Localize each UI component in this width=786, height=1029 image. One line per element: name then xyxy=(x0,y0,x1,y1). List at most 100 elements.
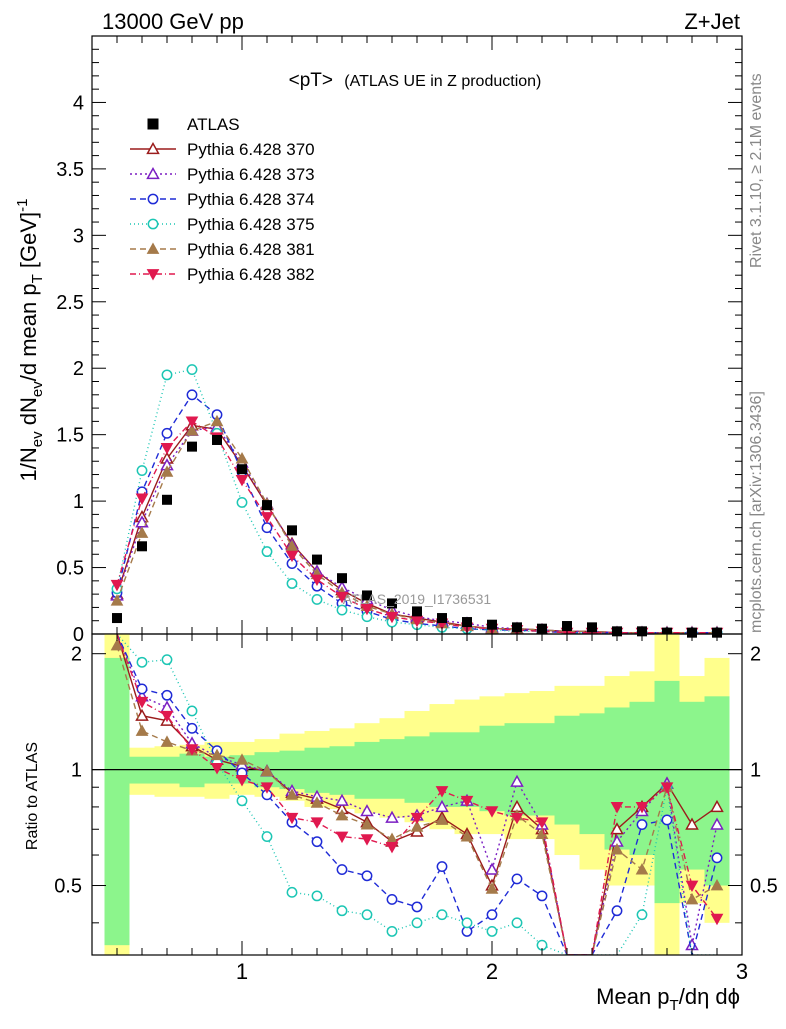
svg-text:1/Nev dNev/d mean pT [GeV]-1: 1/Nev dNev/d mean pT [GeV]-1 xyxy=(14,199,46,482)
ratio-point xyxy=(160,700,174,713)
legend-label: Pythia 6.428 374 xyxy=(187,190,315,209)
legend-label: Pythia 6.428 381 xyxy=(187,240,315,259)
ratio-point xyxy=(685,817,699,830)
ratio-point xyxy=(436,861,448,872)
ratio-point xyxy=(161,654,173,666)
y-tick-label-main: 0 xyxy=(73,624,84,646)
legend-label: Pythia 6.428 370 xyxy=(187,140,315,159)
series-point xyxy=(110,579,124,592)
ratio-point xyxy=(360,818,374,830)
atlas-data-point xyxy=(212,434,222,445)
ratio-point xyxy=(310,796,324,808)
ratio-point xyxy=(136,683,148,695)
ratio-point xyxy=(435,813,449,825)
ratio-point xyxy=(161,689,173,701)
rivet-version-label: Rivet 3.1.10, ≥ 2.1M events xyxy=(748,73,765,268)
series-point xyxy=(285,539,299,552)
band-green-bin xyxy=(354,741,380,799)
ratio-point xyxy=(711,852,723,864)
ratio-point xyxy=(260,782,274,794)
ratio-point xyxy=(710,878,724,891)
atlas-data-point xyxy=(312,554,322,565)
legend: ATLAS Pythia 6.428 370 Pythia 6.428 373 Pyt… xyxy=(130,115,315,284)
ratio-point xyxy=(260,764,274,777)
ratio-point xyxy=(411,917,423,929)
legend-marker xyxy=(146,242,160,254)
atlas-data-points xyxy=(112,434,722,638)
series-point xyxy=(310,574,324,587)
legend-marker xyxy=(146,166,160,180)
legend-marker xyxy=(147,193,159,205)
legend-marker xyxy=(147,218,159,230)
ratio-point xyxy=(386,925,398,937)
y-tick-label-main: 1 xyxy=(73,491,84,513)
ratio-point xyxy=(385,810,399,823)
ratio-point xyxy=(661,814,673,826)
series-point xyxy=(135,493,149,505)
series-point xyxy=(186,364,198,375)
band-green-bin xyxy=(379,739,405,799)
ratio-y-tick-label-right: 2 xyxy=(750,644,761,666)
ratio-point xyxy=(485,862,499,875)
ratio-point xyxy=(311,836,323,848)
series-point xyxy=(236,497,248,508)
legend-entry: Pythia 6.428 381 xyxy=(130,240,315,259)
ratio-point xyxy=(210,763,224,775)
series-point xyxy=(185,424,199,436)
analysis-watermark: ATLAS_2019_I1736531 xyxy=(343,591,492,607)
x-tick-label: 2 xyxy=(486,959,498,984)
y-axis-label-ratio: Ratio to ATLAS xyxy=(24,742,41,850)
series-point xyxy=(336,604,348,616)
y-tick-label-main: 3 xyxy=(73,225,84,247)
band-green-bin xyxy=(479,725,505,812)
legend-label: ATLAS xyxy=(187,115,240,134)
band-green-bin xyxy=(329,746,355,795)
series-point xyxy=(260,512,274,524)
ratio-point xyxy=(485,882,499,894)
main-panel: 0 0.5 1 1.5 2 2.5 3 3.5 4 xyxy=(56,35,743,646)
series-point xyxy=(160,443,174,455)
ratio-point xyxy=(410,812,424,825)
ratio-point xyxy=(685,892,699,905)
y-tick-label-main: 2 xyxy=(73,358,84,380)
ratio-point xyxy=(710,913,724,926)
atlas-data-point xyxy=(412,606,422,617)
series-point xyxy=(235,474,249,487)
y-tick-label-main: 0.5 xyxy=(56,558,84,580)
atlas-data-point xyxy=(187,441,197,452)
ratio-point xyxy=(335,808,349,821)
x-tick-label: 1 xyxy=(236,959,248,984)
x-tick-label: 3 xyxy=(736,959,748,984)
legend-entry: Pythia 6.428 373 xyxy=(130,165,315,184)
ratio-point xyxy=(285,788,299,800)
series-ratio-5 xyxy=(116,634,724,955)
ratio-point xyxy=(635,802,649,814)
header-process-label: Z+Jet xyxy=(684,9,740,34)
chart-title-sub: (ATLAS UE in Z production) xyxy=(344,73,541,90)
legend-entry: Pythia 6.428 382 xyxy=(130,265,315,284)
legend-entry: Pythia 6.428 374 xyxy=(130,190,315,209)
legend-entry: Pythia 6.428 375 xyxy=(130,215,315,234)
header-energy-label: 13000 GeV pp xyxy=(102,9,244,34)
ratio-point xyxy=(461,917,473,929)
series-point xyxy=(335,591,349,604)
mcplots-label: mcplots.cern.ch [arXiv:1306.3436] xyxy=(748,391,765,633)
ratio-point xyxy=(485,806,499,818)
band-green-bin xyxy=(629,701,655,856)
legend-marker xyxy=(146,141,160,155)
ratio-point xyxy=(511,873,523,885)
y-axis-label-main: 1/Nev dNev/d mean pT [GeV]-1 xyxy=(14,199,46,482)
atlas-data-point xyxy=(287,525,297,536)
band-green-bin xyxy=(304,747,330,793)
ratio-point xyxy=(136,656,148,668)
ratio-y-tick-label-right: 1 xyxy=(750,760,761,782)
ratio-panel: 1 2 3 0.5 0.5 1 1 2 2 xyxy=(54,633,778,984)
ratio-point xyxy=(411,901,423,913)
series-point xyxy=(110,594,124,606)
series-ratio-4 xyxy=(110,639,724,955)
legend-entry: Pythia 6.428 370 xyxy=(130,140,315,159)
x-axis-label: Mean pT/dη dϕ xyxy=(596,984,740,1014)
ratio-point xyxy=(435,799,449,813)
ratio-point xyxy=(236,795,248,807)
ratio-point xyxy=(610,802,624,814)
